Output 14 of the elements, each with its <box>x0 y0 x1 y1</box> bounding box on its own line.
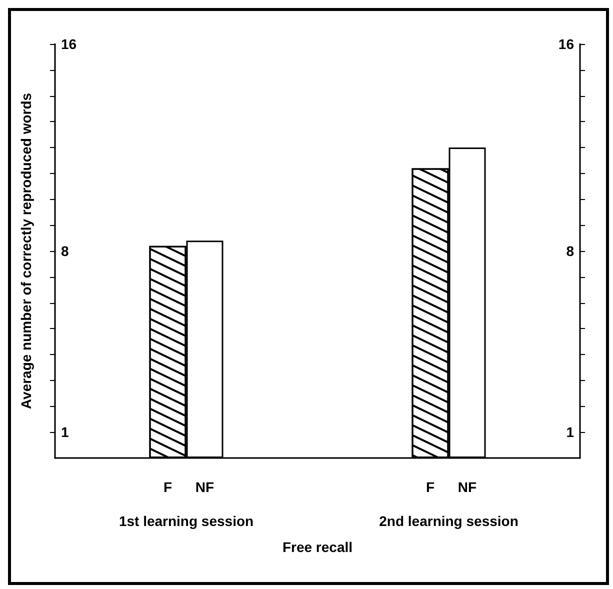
x-axis-title: Free recall <box>282 539 353 555</box>
y-tick-label: 8 <box>61 243 69 259</box>
text: NF <box>458 479 477 495</box>
y2-tick-label: 16 <box>558 36 574 52</box>
y-axis-title: Average number of correctly reproduced words <box>18 92 34 410</box>
x-tick-label: 2nd learning session <box>379 513 518 529</box>
y-tick-label: 16 <box>61 36 77 52</box>
y2-tick-label: 8 <box>566 243 574 259</box>
y-tick-label: 1 <box>61 424 69 440</box>
series-label: NF <box>195 479 215 495</box>
x-tick-label: 1st learning session <box>118 513 254 529</box>
text: F <box>426 479 435 495</box>
y2-tick-label: 1 <box>566 424 574 440</box>
series-label: F <box>163 479 172 495</box>
